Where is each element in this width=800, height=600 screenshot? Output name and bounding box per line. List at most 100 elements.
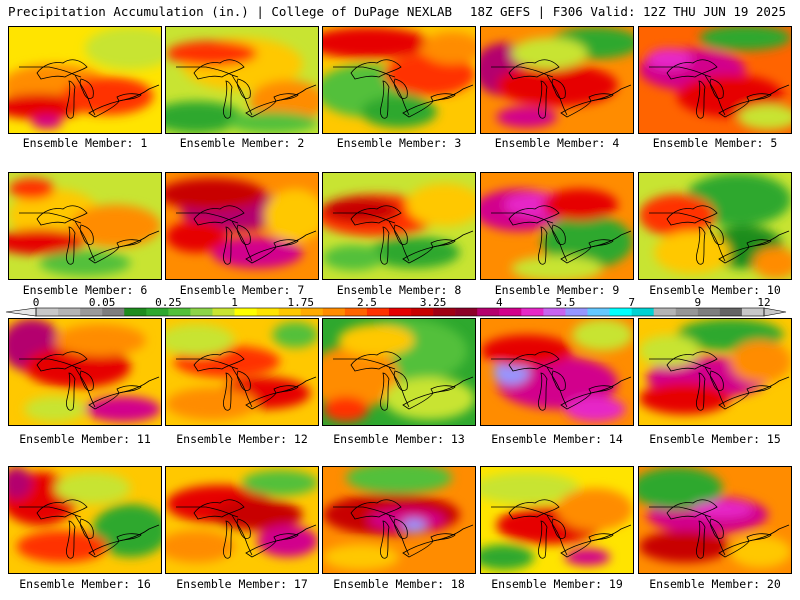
coastline [508, 59, 560, 80]
ensemble-panel-5 [638, 26, 792, 134]
coastline [491, 506, 554, 518]
panel-label-6: Ensemble Member: 6 [22, 283, 148, 297]
precip-blob [572, 319, 633, 351]
ensemble-panel-13 [322, 318, 476, 426]
precip-blob [564, 548, 611, 566]
coastline [388, 74, 410, 116]
coastline [666, 205, 718, 226]
precip-blob [639, 382, 731, 415]
coastline [551, 370, 566, 391]
precip-blob [421, 32, 475, 65]
map-outlines [333, 499, 474, 559]
precip-blob [323, 197, 399, 223]
coastline [236, 518, 251, 539]
coastline [538, 80, 548, 119]
coastline [546, 74, 568, 116]
precip-map [166, 467, 318, 573]
precip-blob [16, 530, 108, 563]
ensemble-panel-8 [322, 172, 476, 280]
colorbar-arrow-left [5, 307, 37, 317]
precip-blob [257, 525, 318, 558]
coastline [546, 514, 568, 556]
precip-blob [54, 472, 131, 505]
header-title: Precipitation Accumulation (in.) | Colle… [8, 4, 453, 19]
precip-blob [646, 48, 693, 70]
map-outlines [649, 499, 790, 559]
coastline [649, 506, 712, 518]
coastline [79, 518, 94, 539]
coastline [118, 524, 160, 542]
precip-blob [692, 500, 753, 518]
coastline [236, 78, 251, 99]
precip-blob [264, 188, 318, 242]
panel-label-11: Ensemble Member: 11 [19, 432, 151, 446]
precip-map [323, 173, 475, 279]
coastline [118, 84, 160, 102]
colorbar-swatch [80, 308, 103, 316]
coastline [590, 524, 632, 542]
colorbar-swatch [455, 308, 478, 316]
coastline [380, 226, 390, 265]
coastline [709, 518, 724, 539]
coastline [590, 84, 632, 102]
map-outlines [19, 351, 160, 411]
precip-blob [211, 236, 303, 269]
ensemble-panel-12 [165, 318, 319, 426]
precip-blob [166, 101, 242, 133]
precip-map [9, 467, 161, 573]
ensemble-panel-7 [165, 172, 319, 280]
coastline [709, 224, 724, 245]
coastline [508, 205, 560, 226]
precip-map [9, 173, 161, 279]
precip-map [639, 467, 791, 573]
coastline [380, 80, 390, 119]
coastline [748, 230, 790, 248]
precip-map [9, 319, 161, 425]
coastline [649, 66, 712, 78]
coastline [649, 212, 712, 224]
coastline [118, 376, 160, 394]
precip-blob [24, 396, 86, 422]
panel-label-3: Ensemble Member: 3 [336, 136, 462, 150]
colorbar-svg: 0 0.05 0.25 1 1.75 2.5 3.25 4 5.5 7 9 12 [5, 296, 787, 317]
map-outlines [333, 59, 474, 119]
precip-blob [564, 396, 626, 422]
precip-blob [639, 467, 723, 510]
coastline [393, 518, 408, 539]
coastline [193, 499, 245, 520]
colorbar-tick-label: 1.75 [287, 296, 314, 309]
map-outlines [333, 351, 474, 411]
precip-blob [406, 183, 475, 226]
precip-blob [272, 322, 318, 348]
precip-map [166, 27, 318, 133]
colorbar-swatch [521, 308, 544, 316]
colorbar-swatch [344, 308, 368, 316]
precip-blob [166, 178, 265, 211]
map-outlines [491, 205, 632, 265]
coastline [66, 226, 76, 265]
colorbar-swatch [741, 308, 765, 316]
coastline [350, 499, 402, 520]
coastline [66, 372, 76, 411]
coastline [36, 499, 88, 520]
coastline [590, 376, 632, 394]
precip-blob [54, 324, 146, 357]
coastline [350, 351, 402, 372]
map-outlines [491, 59, 632, 119]
coastline [66, 520, 76, 559]
precip-blob [9, 229, 85, 255]
colorbar-tick-label: 4 [496, 296, 503, 309]
precip-blob [481, 544, 535, 570]
coastline [193, 59, 245, 80]
colorbar-tick-label: 0.05 [89, 296, 116, 309]
precip-blob [323, 245, 384, 271]
precip-blob [639, 194, 715, 237]
coastline [74, 220, 96, 262]
coastline [551, 78, 566, 99]
coastline [350, 205, 402, 226]
panel-label-2: Ensemble Member: 2 [179, 136, 305, 150]
colorbar-swatch [168, 308, 191, 316]
coastline [79, 370, 94, 391]
precip-blob [9, 467, 32, 499]
map-outlines [176, 59, 317, 119]
